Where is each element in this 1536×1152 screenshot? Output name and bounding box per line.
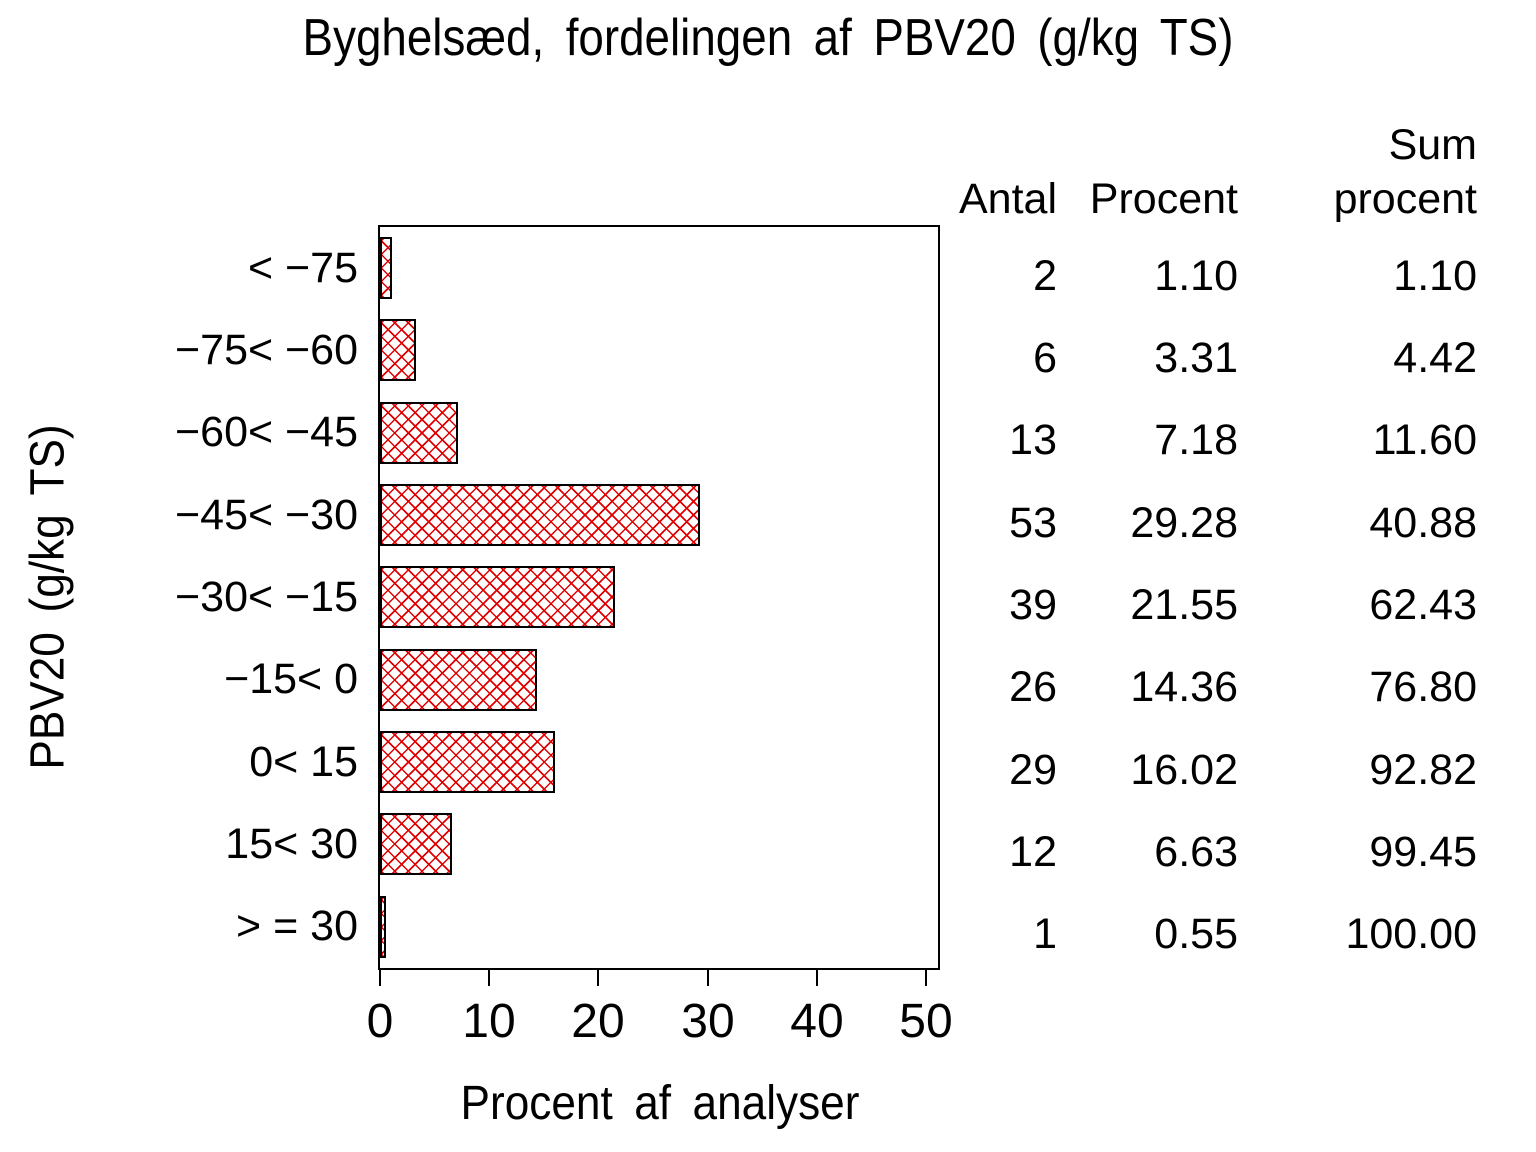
cell-antal: 26 xyxy=(1009,663,1057,712)
cell-sum-procent: 1.10 xyxy=(1393,251,1477,300)
bar xyxy=(380,566,616,629)
cell-antal: 29 xyxy=(1009,745,1057,794)
category-label: −45< −30 xyxy=(175,490,358,539)
cell-sum-procent: 92.82 xyxy=(1369,745,1477,794)
cell-antal: 2 xyxy=(1033,251,1057,300)
cell-sum-procent: 99.45 xyxy=(1369,827,1477,876)
cell-antal: 53 xyxy=(1009,498,1057,547)
cell-procent: 0.55 xyxy=(1154,910,1238,959)
header-antal: Antal xyxy=(958,175,1057,223)
x-tick-mark xyxy=(816,970,818,986)
y-axis-category-labels: < −75 −75< −60 −60< −45 −45< −30 −30< −1… xyxy=(60,227,358,968)
table-row: 12 6.63 99.45 xyxy=(950,811,1477,893)
bar xyxy=(380,895,386,958)
table-row: 29 16.02 92.82 xyxy=(950,729,1477,811)
cell-procent: 1.10 xyxy=(1154,251,1238,300)
cell-antal: 1 xyxy=(1033,910,1057,959)
table-row: 39 21.55 62.43 xyxy=(950,564,1477,646)
x-axis-label: Procent af analyser xyxy=(460,1077,860,1130)
bar xyxy=(380,648,537,711)
table-row: 2 1.10 1.10 xyxy=(950,235,1477,317)
table-row: 26 14.36 76.80 xyxy=(950,647,1477,729)
header-procent: Procent xyxy=(1089,175,1238,223)
x-tick-mark xyxy=(488,970,490,986)
table-row: 6 3.31 4.42 xyxy=(950,317,1477,399)
header-sum: Sum xyxy=(1388,121,1477,169)
table-row: 1 0.55 100.00 xyxy=(950,894,1477,976)
category-label: 15< 30 xyxy=(225,819,358,868)
cell-sum-procent: 100.00 xyxy=(1345,910,1477,959)
bar xyxy=(380,319,417,382)
x-tick-label: 0 xyxy=(366,995,394,1048)
cell-procent: 16.02 xyxy=(1130,745,1238,794)
plot-area xyxy=(378,225,940,970)
cell-antal: 39 xyxy=(1009,580,1057,629)
category-label: −30< −15 xyxy=(175,572,358,621)
bar xyxy=(380,731,555,794)
cell-sum-procent: 11.60 xyxy=(1372,416,1477,465)
cell-antal: 13 xyxy=(1009,416,1057,465)
cell-sum-procent: 40.88 xyxy=(1369,498,1477,547)
bar-rows xyxy=(380,227,938,968)
cell-procent: 3.31 xyxy=(1154,333,1238,382)
category-label: −15< 0 xyxy=(224,655,358,704)
table-header: Sum Antal Procent procent xyxy=(950,118,1477,226)
cell-procent: 7.18 xyxy=(1154,416,1238,465)
cell-antal: 12 xyxy=(1009,827,1057,876)
cell-sum-procent: 4.42 xyxy=(1393,333,1477,382)
table-body: 2 1.10 1.10 6 3.31 4.42 13 7.18 11.60 53… xyxy=(950,235,1477,976)
bar xyxy=(380,237,392,300)
header-sum-procent: procent xyxy=(1333,175,1477,223)
x-tick-mark xyxy=(379,970,381,986)
bar xyxy=(380,813,453,876)
category-label: −60< −45 xyxy=(175,408,358,457)
x-tick-mark xyxy=(597,970,599,986)
x-tick-label: 30 xyxy=(681,995,735,1048)
cell-antal: 6 xyxy=(1033,333,1057,382)
x-tick-label: 20 xyxy=(571,995,625,1048)
cell-sum-procent: 62.43 xyxy=(1369,580,1477,629)
x-tick-mark xyxy=(925,970,927,986)
cell-procent: 14.36 xyxy=(1130,663,1238,712)
category-label: < −75 xyxy=(248,243,358,292)
x-tick-mark xyxy=(707,970,709,986)
bar xyxy=(380,401,459,464)
bar xyxy=(380,484,700,547)
table-row: 13 7.18 11.60 xyxy=(950,400,1477,482)
cell-procent: 29.28 xyxy=(1130,498,1238,547)
x-tick-label: 40 xyxy=(790,995,844,1048)
cell-procent: 6.63 xyxy=(1154,827,1238,876)
category-label: −75< −60 xyxy=(175,325,358,374)
x-tick-label: 50 xyxy=(899,995,953,1048)
chart-title: Byghelsæd, fordelingen af PBV20 (g/kg TS… xyxy=(302,9,1234,67)
table-row: 53 29.28 40.88 xyxy=(950,482,1477,564)
category-label: 0< 15 xyxy=(249,737,358,786)
cell-sum-procent: 76.80 xyxy=(1369,663,1477,712)
x-tick-label: 10 xyxy=(462,995,516,1048)
category-label: > = 30 xyxy=(236,902,358,951)
cell-procent: 21.55 xyxy=(1130,580,1238,629)
